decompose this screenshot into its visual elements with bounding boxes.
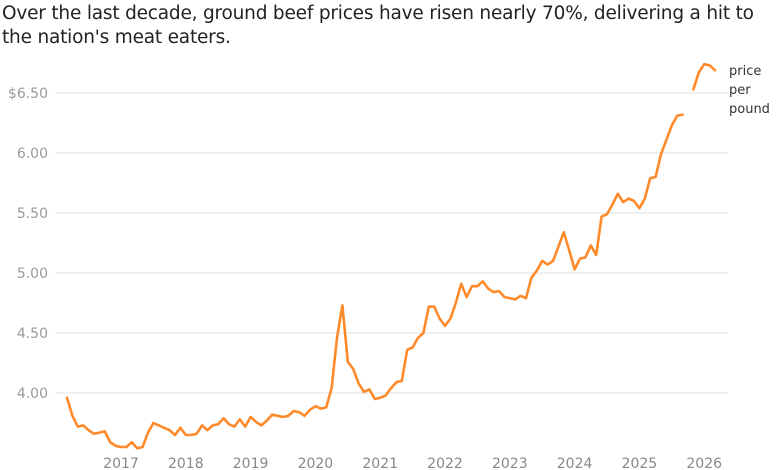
y-tick-label: 4.50: [17, 326, 48, 342]
x-tick-label: 2024: [557, 456, 593, 470]
x-axis-ticks: 2017 2018 2019 2020 2021 2022 2023 2024 2025 2026: [103, 456, 722, 470]
x-tick-label: 2020: [298, 456, 334, 470]
y-tick-label: 5.00: [17, 266, 48, 282]
y-tick-label: 4.00: [17, 386, 48, 402]
series-line-segment: [692, 62, 717, 91]
series-line-segment: [65, 113, 684, 450]
y-tick-label: 6.00: [17, 146, 48, 162]
y-tick-label: $6.50: [8, 86, 48, 102]
series-label-line: pound: [729, 102, 770, 117]
series-label-line: price: [729, 64, 761, 79]
gridlines: [55, 92, 728, 394]
x-tick-label: 2025: [622, 456, 658, 470]
series-lines: [65, 62, 717, 450]
series-label-line: per: [729, 83, 751, 98]
x-tick-label: 2023: [492, 456, 528, 470]
series-label: price per pound: [729, 64, 770, 117]
y-axis-ticks: $6.50 6.00 5.50 5.00 4.50 4.00: [8, 86, 48, 402]
x-tick-label: 2018: [168, 456, 204, 470]
x-tick-label: 2017: [103, 456, 139, 470]
x-tick-label: 2021: [362, 456, 398, 470]
x-tick-label: 2019: [233, 456, 269, 470]
x-tick-label: 2022: [427, 456, 463, 470]
x-tick-label: 2026: [686, 456, 722, 470]
chart-title: Over the last decade, ground beef prices…: [2, 3, 754, 48]
y-tick-label: 5.50: [17, 206, 48, 222]
